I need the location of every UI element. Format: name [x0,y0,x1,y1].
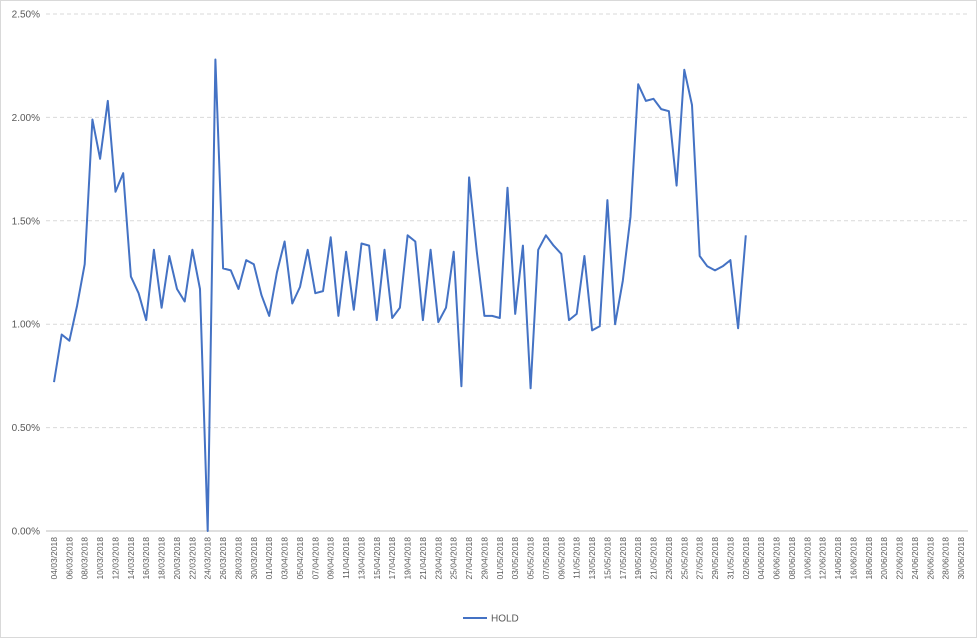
x-tick-label: 06/06/2018 [772,537,782,580]
x-tick-label: 05/04/2018 [295,537,305,580]
x-tick-label: 11/04/2018 [341,537,351,579]
x-tick-label: 27/05/2018 [695,537,705,580]
x-tick-label: 14/06/2018 [833,537,843,580]
y-tick-label: 1.50% [12,216,40,227]
x-tick-label: 19/05/2018 [633,537,643,580]
x-tick-label: 21/05/2018 [649,537,659,580]
x-tick-label: 04/03/2018 [49,537,59,580]
x-tick-label: 01/05/2018 [495,537,505,580]
x-tick-label: 03/04/2018 [280,537,290,580]
x-tick-label: 12/06/2018 [818,537,828,580]
x-tick-label: 16/06/2018 [848,537,858,580]
x-tick-label: 22/03/2018 [187,537,197,580]
x-tick-label: 08/03/2018 [80,537,90,580]
legend-label: HOLD [491,614,519,625]
x-tick-label: 17/04/2018 [387,537,397,580]
x-tick-label: 20/06/2018 [879,537,889,580]
x-tick-label: 08/06/2018 [787,537,797,580]
x-tick-label: 29/05/2018 [710,537,720,580]
x-tick-label: 21/04/2018 [418,537,428,580]
x-tick-label: 13/05/2018 [587,537,597,580]
x-tick-label: 11/05/2018 [572,537,582,579]
x-tick-label: 15/04/2018 [372,537,382,580]
x-tick-label: 19/04/2018 [403,537,413,580]
x-tick-label: 22/06/2018 [895,537,905,580]
y-tick-label: 2.00% [12,113,40,124]
x-tick-label: 31/05/2018 [725,537,735,580]
x-tick-label: 10/03/2018 [95,537,105,580]
x-tick-label: 28/03/2018 [233,537,243,580]
x-tick-label: 05/05/2018 [526,537,536,580]
x-tick-label: 15/05/2018 [602,537,612,580]
x-tick-label: 28/06/2018 [941,537,951,580]
x-tick-label: 06/03/2018 [64,537,74,580]
x-tick-label: 24/03/2018 [203,537,213,580]
x-tick-label: 23/04/2018 [433,537,443,580]
x-tick-label: 27/04/2018 [464,537,474,580]
x-tick-label: 30/03/2018 [249,537,259,580]
x-tick-label: 29/04/2018 [479,537,489,580]
x-tick-label: 01/04/2018 [264,537,274,580]
x-tick-label: 14/03/2018 [126,537,136,580]
x-tick-label: 18/06/2018 [864,537,874,580]
x-tick-label: 24/06/2018 [910,537,920,580]
x-tick-label: 30/06/2018 [956,537,966,580]
y-tick-label: 0.00% [12,527,40,538]
x-tick-label: 10/06/2018 [802,537,812,580]
x-tick-label: 25/04/2018 [449,537,459,580]
x-tick-label: 07/05/2018 [541,537,551,580]
x-tick-label: 26/06/2018 [925,537,935,580]
x-tick-label: 09/04/2018 [326,537,336,580]
x-tick-label: 18/03/2018 [157,537,167,580]
x-tick-label: 02/06/2018 [741,537,751,580]
x-tick-label: 07/04/2018 [310,537,320,580]
x-tick-label: 20/03/2018 [172,537,182,580]
x-tick-label: 17/05/2018 [618,537,628,580]
data-line [53,58,747,532]
x-tick-label: 25/05/2018 [679,537,689,580]
x-tick-label: 04/06/2018 [756,537,766,580]
y-tick-label: 2.50% [12,10,40,21]
y-tick-label: 0.50% [12,423,40,434]
x-tick-label: 09/05/2018 [556,537,566,580]
x-tick-label: 23/05/2018 [664,537,674,580]
x-tick-label: 16/03/2018 [141,537,151,580]
y-tick-label: 1.00% [12,320,40,331]
x-tick-label: 12/03/2018 [110,537,120,580]
x-tick-label: 13/04/2018 [356,537,366,580]
x-tick-label: 26/03/2018 [218,537,228,580]
x-tick-label: 03/05/2018 [510,537,520,580]
